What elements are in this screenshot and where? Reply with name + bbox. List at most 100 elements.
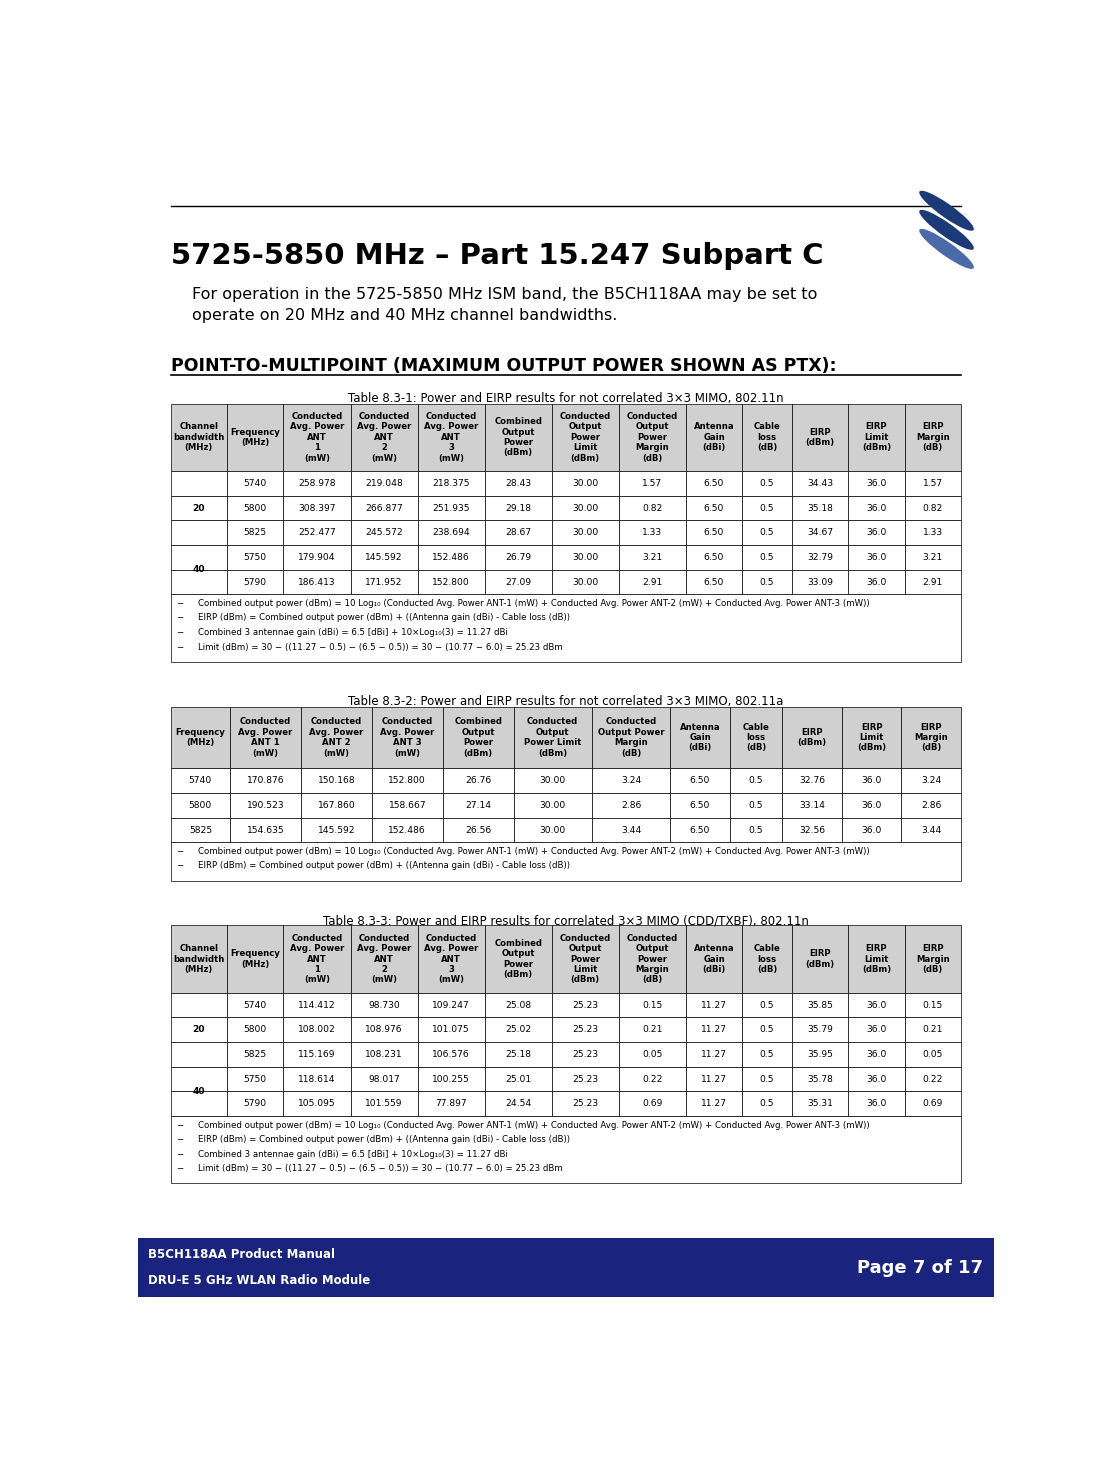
Text: EIRP
Limit
(dBm): EIRP Limit (dBm) bbox=[862, 423, 891, 452]
Bar bbox=[443, 793, 513, 817]
Text: 0.5: 0.5 bbox=[760, 1099, 774, 1109]
Text: 36.0: 36.0 bbox=[867, 479, 887, 488]
Bar bbox=[552, 1042, 618, 1067]
Text: 25.08: 25.08 bbox=[506, 1001, 531, 1010]
Bar bbox=[618, 545, 686, 570]
Bar bbox=[227, 471, 284, 495]
Text: 30.00: 30.00 bbox=[572, 479, 598, 488]
Text: 25.18: 25.18 bbox=[506, 1050, 531, 1059]
Bar bbox=[592, 793, 670, 817]
Text: EIRP
Margin
(dB): EIRP Margin (dB) bbox=[916, 423, 949, 452]
Text: 30.00: 30.00 bbox=[572, 529, 598, 538]
Text: 1.57: 1.57 bbox=[643, 479, 662, 488]
Text: 32.76: 32.76 bbox=[799, 777, 825, 785]
Text: 34.43: 34.43 bbox=[807, 479, 834, 488]
Bar bbox=[792, 1042, 848, 1067]
Text: 30.00: 30.00 bbox=[540, 801, 566, 810]
Text: 5750: 5750 bbox=[244, 1075, 267, 1084]
Text: Combined
Output
Power
(dBm): Combined Output Power (dBm) bbox=[454, 717, 502, 758]
Bar bbox=[170, 570, 227, 594]
Text: 5825: 5825 bbox=[244, 529, 267, 538]
Text: 34.67: 34.67 bbox=[807, 529, 834, 538]
Bar bbox=[848, 545, 904, 570]
Text: 3.24: 3.24 bbox=[921, 777, 942, 785]
Text: B5CH118AA Product Manual: B5CH118AA Product Manual bbox=[148, 1249, 336, 1262]
Text: 6.50: 6.50 bbox=[704, 479, 724, 488]
Bar bbox=[417, 520, 485, 545]
Text: 106.576: 106.576 bbox=[433, 1050, 470, 1059]
Bar bbox=[742, 1017, 792, 1042]
Bar bbox=[848, 992, 904, 1017]
Bar bbox=[372, 768, 443, 793]
Bar bbox=[592, 707, 670, 768]
Text: 1.33: 1.33 bbox=[643, 529, 662, 538]
Bar bbox=[686, 404, 742, 471]
Text: 5790: 5790 bbox=[244, 1099, 267, 1109]
Bar bbox=[904, 545, 962, 570]
Text: 35.85: 35.85 bbox=[807, 1001, 832, 1010]
Bar bbox=[618, 570, 686, 594]
Text: 98.730: 98.730 bbox=[368, 1001, 400, 1010]
Bar bbox=[417, 1091, 485, 1116]
Bar bbox=[227, 992, 284, 1017]
Bar bbox=[227, 1017, 284, 1042]
Bar bbox=[618, 520, 686, 545]
Bar bbox=[686, 1067, 742, 1091]
Text: EIRP
(dBm): EIRP (dBm) bbox=[797, 727, 827, 747]
Bar bbox=[902, 817, 962, 842]
Bar bbox=[792, 495, 848, 520]
Bar bbox=[792, 471, 848, 495]
Bar bbox=[742, 1042, 792, 1067]
Text: 33.09: 33.09 bbox=[807, 577, 832, 587]
Bar bbox=[792, 1091, 848, 1116]
Text: Conducted
Output
Power
Limit
(dBm): Conducted Output Power Limit (dBm) bbox=[560, 934, 611, 985]
Text: 0.05: 0.05 bbox=[923, 1050, 943, 1059]
Text: 11.27: 11.27 bbox=[701, 1075, 728, 1084]
Bar bbox=[170, 545, 227, 570]
Bar bbox=[230, 768, 301, 793]
Text: Conducted
Output
Power Limit
(dBm): Conducted Output Power Limit (dBm) bbox=[524, 717, 582, 758]
Text: 3.44: 3.44 bbox=[620, 826, 641, 835]
Text: 6.50: 6.50 bbox=[690, 826, 710, 835]
Bar bbox=[848, 1017, 904, 1042]
Text: 258.978: 258.978 bbox=[298, 479, 336, 488]
Bar bbox=[417, 1042, 485, 1067]
Bar bbox=[904, 1042, 962, 1067]
Text: 0.5: 0.5 bbox=[760, 1026, 774, 1034]
Bar bbox=[552, 520, 618, 545]
Text: 266.877: 266.877 bbox=[365, 504, 403, 513]
Text: DRU-E 5 GHz WLAN Radio Module: DRU-E 5 GHz WLAN Radio Module bbox=[148, 1273, 371, 1287]
Bar bbox=[792, 545, 848, 570]
Text: 5800: 5800 bbox=[189, 801, 212, 810]
Bar bbox=[792, 570, 848, 594]
Text: 0.5: 0.5 bbox=[760, 1001, 774, 1010]
Bar bbox=[848, 1067, 904, 1091]
Bar bbox=[284, 1091, 350, 1116]
Text: 108.002: 108.002 bbox=[298, 1026, 336, 1034]
Text: 219.048: 219.048 bbox=[365, 479, 403, 488]
Text: 2.91: 2.91 bbox=[643, 577, 662, 587]
Bar bbox=[170, 471, 227, 495]
Text: 36.0: 36.0 bbox=[861, 826, 882, 835]
Bar bbox=[138, 1238, 994, 1297]
Text: Frequency
(MHz): Frequency (MHz) bbox=[176, 727, 225, 747]
Bar bbox=[513, 793, 592, 817]
Text: 35.78: 35.78 bbox=[807, 1075, 832, 1084]
Bar bbox=[417, 471, 485, 495]
Text: 24.54: 24.54 bbox=[505, 1099, 531, 1109]
Text: Conducted
Avg. Power
ANT
3
(mW): Conducted Avg. Power ANT 3 (mW) bbox=[424, 412, 478, 463]
Text: −     EIRP (dBm) = Combined output power (dBm) + ((Antenna gain (dBi) - Cable lo: − EIRP (dBm) = Combined output power (dB… bbox=[178, 1135, 571, 1144]
Bar bbox=[618, 925, 686, 992]
Text: 3.24: 3.24 bbox=[620, 777, 641, 785]
Text: 25.01: 25.01 bbox=[506, 1075, 531, 1084]
Text: 100.255: 100.255 bbox=[433, 1075, 470, 1084]
Bar bbox=[792, 1067, 848, 1091]
Text: 152.486: 152.486 bbox=[389, 826, 426, 835]
Text: −     Combined 3 antennae gain (dBi) = 6.5 [dBi] + 10×Log₁₀(3) = 11.27 dBi: − Combined 3 antennae gain (dBi) = 6.5 [… bbox=[178, 1150, 508, 1158]
Text: 152.486: 152.486 bbox=[433, 552, 470, 562]
Bar bbox=[552, 1017, 618, 1042]
Bar bbox=[485, 1017, 552, 1042]
Bar bbox=[170, 404, 227, 471]
Bar bbox=[443, 707, 513, 768]
Bar bbox=[230, 817, 301, 842]
